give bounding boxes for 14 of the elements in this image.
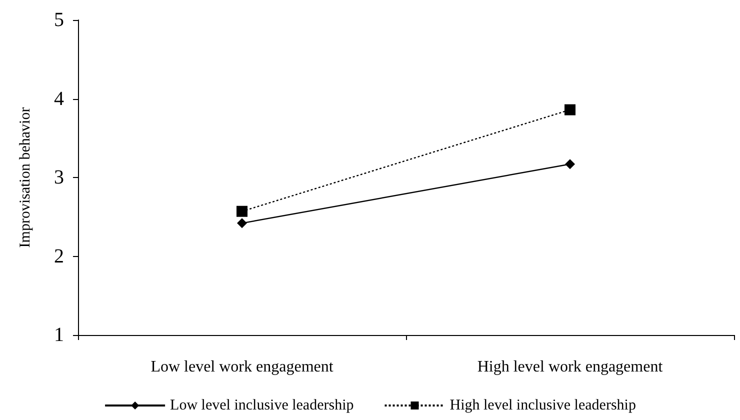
point [564,104,576,116]
point [236,206,248,217]
legend-label: High level inclusive leadership [450,398,636,414]
y-tick-label: 1 [54,324,64,346]
y-tick-label: 4 [54,88,64,110]
y-axis-title: Improvisation behavior [18,107,34,248]
point [565,159,575,170]
y-tick-label: 5 [54,9,64,31]
y-tick-label: 2 [54,245,64,268]
x-tick-label: Low level work engagement [150,358,334,376]
y-tick-label: 3 [54,166,64,188]
point [237,218,247,228]
legend-label: Low level inclusive leadership [170,398,354,414]
x-tick-label: High level work engagement [477,358,664,376]
